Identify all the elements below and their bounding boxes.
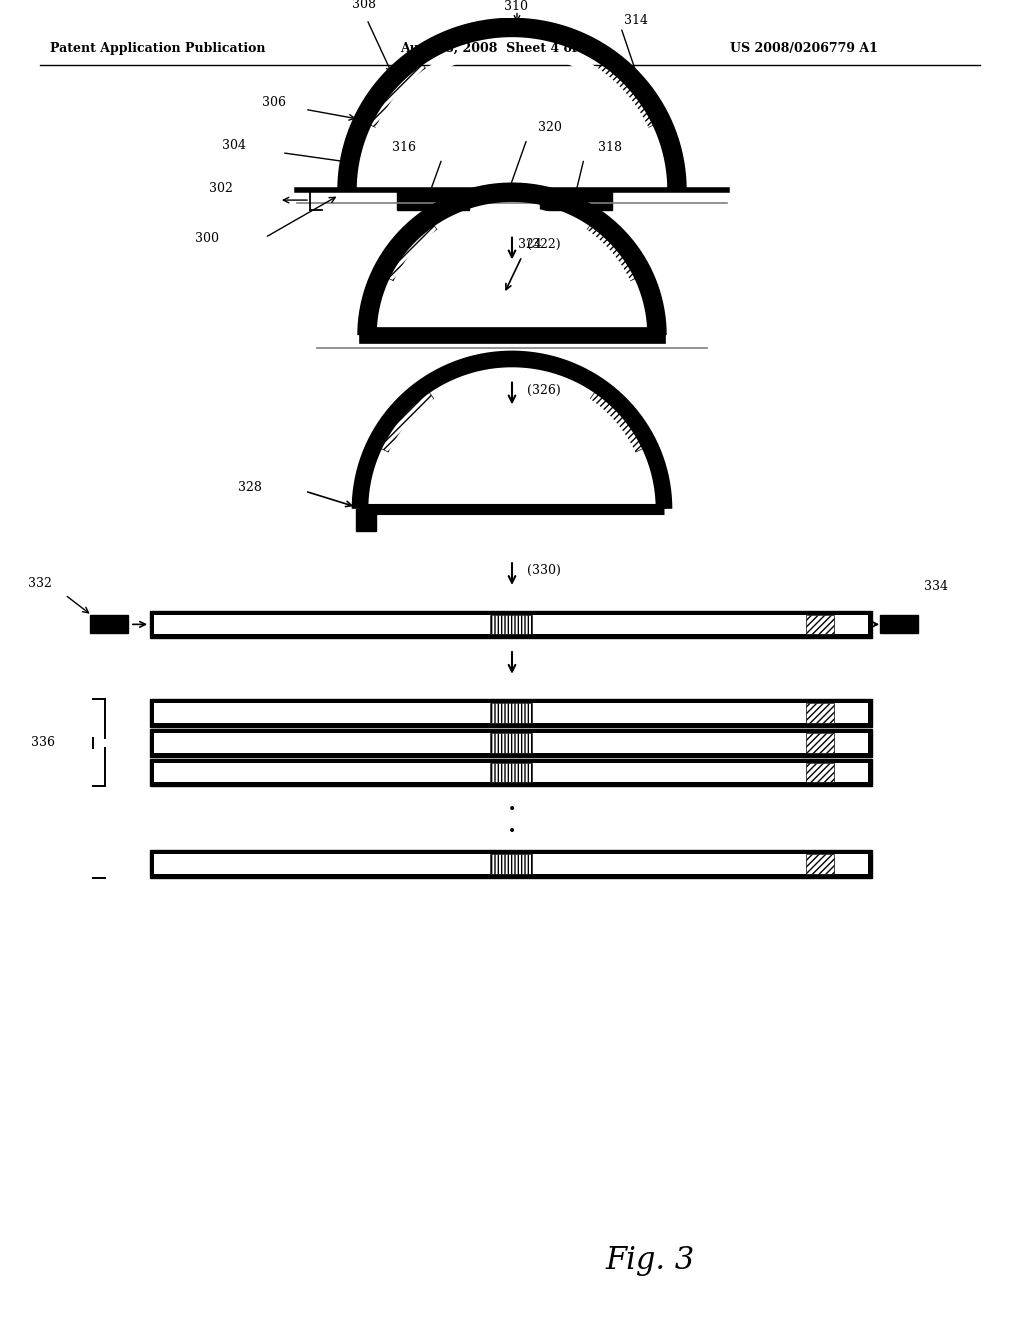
Text: 318: 318 — [598, 141, 622, 153]
Text: 304: 304 — [222, 139, 246, 152]
Text: (326): (326) — [527, 384, 561, 396]
Text: 328: 328 — [238, 482, 262, 494]
Bar — [806, 854, 834, 874]
Bar — [490, 854, 532, 874]
Text: Fig. 3: Fig. 3 — [605, 1245, 694, 1275]
Polygon shape — [381, 218, 440, 284]
Text: 314: 314 — [625, 15, 648, 28]
Text: •: • — [508, 824, 516, 838]
Text: 306: 306 — [262, 96, 286, 110]
Bar — [154, 763, 868, 783]
Bar — [540, 190, 612, 210]
Text: 324: 324 — [518, 239, 542, 251]
Text: 336: 336 — [31, 737, 55, 750]
Polygon shape — [595, 57, 662, 129]
Bar — [154, 615, 868, 634]
Text: 332: 332 — [28, 577, 52, 590]
Bar — [150, 611, 872, 638]
Bar — [356, 510, 376, 531]
Bar — [154, 704, 868, 723]
Text: 310: 310 — [504, 0, 528, 13]
Text: 302: 302 — [209, 182, 232, 195]
Text: 320: 320 — [538, 121, 562, 135]
Polygon shape — [374, 385, 436, 454]
Bar — [490, 704, 532, 723]
Bar — [90, 615, 128, 634]
Text: 316: 316 — [392, 141, 416, 153]
Text: Aug. 28, 2008  Sheet 4 of 6: Aug. 28, 2008 Sheet 4 of 6 — [400, 42, 590, 55]
Bar — [880, 615, 918, 634]
Bar — [806, 763, 834, 783]
Bar — [490, 763, 532, 783]
Bar — [150, 700, 872, 727]
Bar — [150, 759, 872, 787]
Polygon shape — [584, 218, 643, 284]
Text: 308: 308 — [352, 0, 376, 11]
Bar — [150, 729, 872, 756]
Bar — [806, 704, 834, 723]
Text: •: • — [508, 801, 516, 816]
Text: (322): (322) — [527, 239, 560, 251]
Bar — [150, 850, 872, 878]
Bar — [806, 615, 834, 634]
Bar — [397, 190, 469, 210]
Bar — [154, 854, 868, 874]
Bar — [154, 733, 868, 752]
Polygon shape — [588, 385, 650, 454]
Text: (330): (330) — [527, 564, 561, 577]
Text: 300: 300 — [195, 231, 219, 244]
Bar — [490, 733, 532, 752]
Text: US 2008/0206779 A1: US 2008/0206779 A1 — [730, 42, 878, 55]
Text: Patent Application Publication: Patent Application Publication — [50, 42, 265, 55]
Polygon shape — [362, 57, 429, 129]
Text: 334: 334 — [924, 579, 948, 593]
Bar — [490, 615, 532, 634]
Bar — [806, 733, 834, 752]
